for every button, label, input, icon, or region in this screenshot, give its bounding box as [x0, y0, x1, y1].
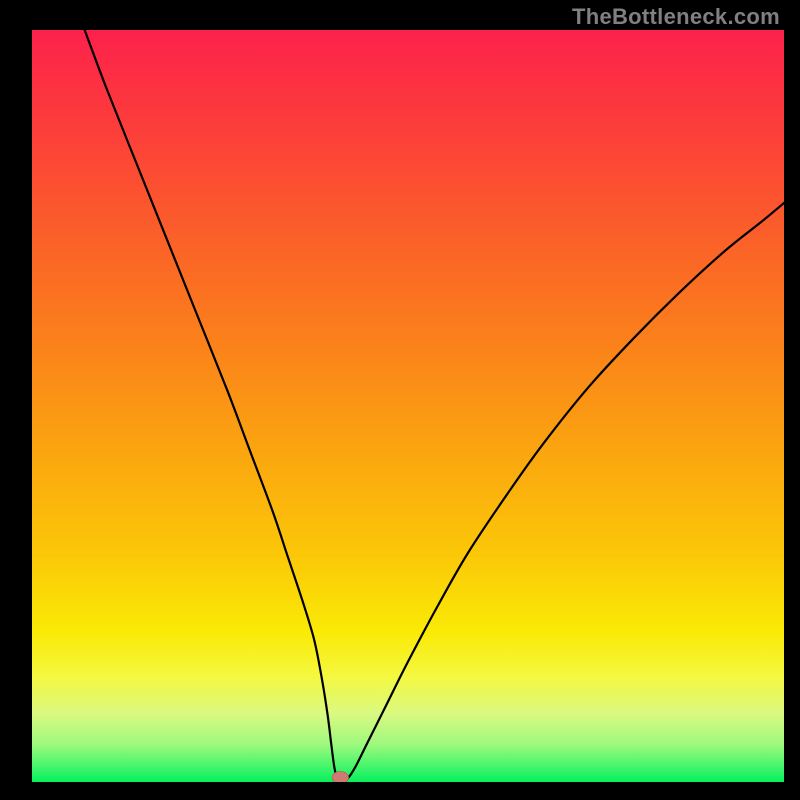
- chart-svg-layer: [32, 30, 784, 782]
- bottleneck-chart: [32, 30, 784, 782]
- optimum-marker: [332, 771, 349, 782]
- watermark-text: TheBottleneck.com: [572, 4, 780, 30]
- bottleneck-curve: [85, 30, 784, 781]
